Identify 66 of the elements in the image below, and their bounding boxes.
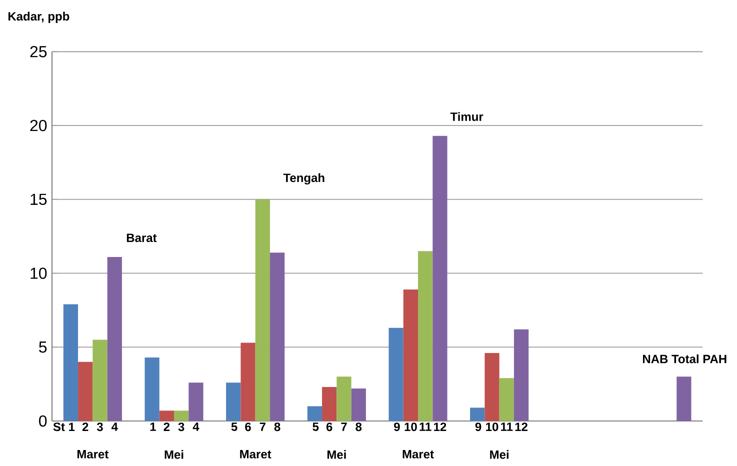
text: 8 (356, 422, 362, 432)
bar (270, 252, 285, 421)
text: 11 (420, 422, 432, 431)
annotation: NAB Total PAH (642, 354, 726, 364)
text: 6 (326, 422, 332, 432)
text: 2 (164, 422, 170, 431)
text: 5 (312, 422, 319, 431)
bar (188, 382, 204, 421)
bar (514, 329, 529, 421)
y-axis-title: Kadar, ppb (8, 12, 70, 23)
text: 1 (150, 422, 156, 431)
text: 5 (231, 422, 238, 431)
bar (255, 199, 270, 421)
text: 3 (96, 422, 103, 432)
x-tick-label: Maret (240, 450, 272, 458)
text: 9 (475, 422, 482, 432)
bar (484, 353, 500, 421)
y-tick-label: 15 (30, 194, 47, 205)
bar (63, 304, 78, 421)
text: 8 (274, 422, 280, 432)
annotation: Barat (126, 234, 157, 242)
y-tick-label: 20 (30, 120, 47, 132)
bar (499, 378, 514, 421)
x-tick-label: Mei (164, 450, 184, 459)
bar (403, 290, 418, 421)
bar (470, 408, 485, 421)
y-tick-label: 25 (30, 46, 47, 58)
bar (388, 328, 404, 421)
bar (240, 342, 256, 421)
text: 10 (486, 422, 498, 432)
bar (418, 251, 433, 421)
bar (78, 362, 93, 421)
bar (322, 387, 337, 421)
x-tick-label: Maret (402, 450, 434, 458)
text: 11 (501, 422, 513, 431)
text: 10 (404, 422, 417, 432)
bar (351, 388, 366, 421)
x-tick-label: Maret (77, 450, 109, 458)
text: St 1 (53, 422, 75, 432)
annotation: Tengah (283, 173, 324, 184)
bar (107, 257, 122, 421)
text: 4 (192, 422, 200, 431)
bar (174, 410, 189, 421)
text: 12 (434, 422, 446, 431)
bar (144, 357, 160, 421)
bar (336, 376, 352, 421)
y-tick-label: 0 (39, 415, 47, 427)
x-tick-label: Mei (327, 450, 346, 459)
text: 7 (260, 422, 266, 431)
y-tick-label: 5 (39, 342, 47, 353)
x-tick-label: Mei (490, 450, 508, 459)
text: 7 (341, 422, 347, 431)
text: 2 (82, 422, 88, 431)
bar (432, 136, 448, 421)
bar (159, 410, 174, 421)
text: 9 (394, 422, 400, 432)
bar (226, 382, 241, 421)
bar (676, 376, 692, 421)
annotation: Timur (450, 112, 484, 121)
text: 3 (178, 422, 184, 432)
text: 12 (515, 422, 528, 431)
bar (307, 406, 322, 421)
text: 4 (111, 422, 118, 431)
bar (92, 340, 108, 421)
text: 6 (245, 422, 251, 432)
y-tick-label: 10 (30, 268, 47, 279)
